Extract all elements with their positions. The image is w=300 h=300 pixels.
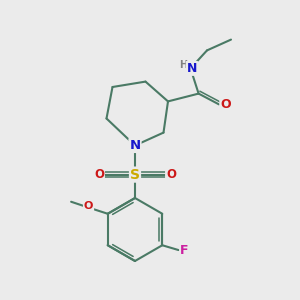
Text: S: S (130, 168, 140, 182)
Text: O: O (94, 168, 104, 181)
Text: F: F (180, 244, 189, 257)
Text: O: O (220, 98, 231, 111)
Text: N: N (187, 62, 197, 75)
Text: H: H (179, 60, 187, 70)
Text: N: N (129, 139, 141, 152)
Text: O: O (166, 168, 176, 181)
Text: O: O (84, 201, 93, 211)
